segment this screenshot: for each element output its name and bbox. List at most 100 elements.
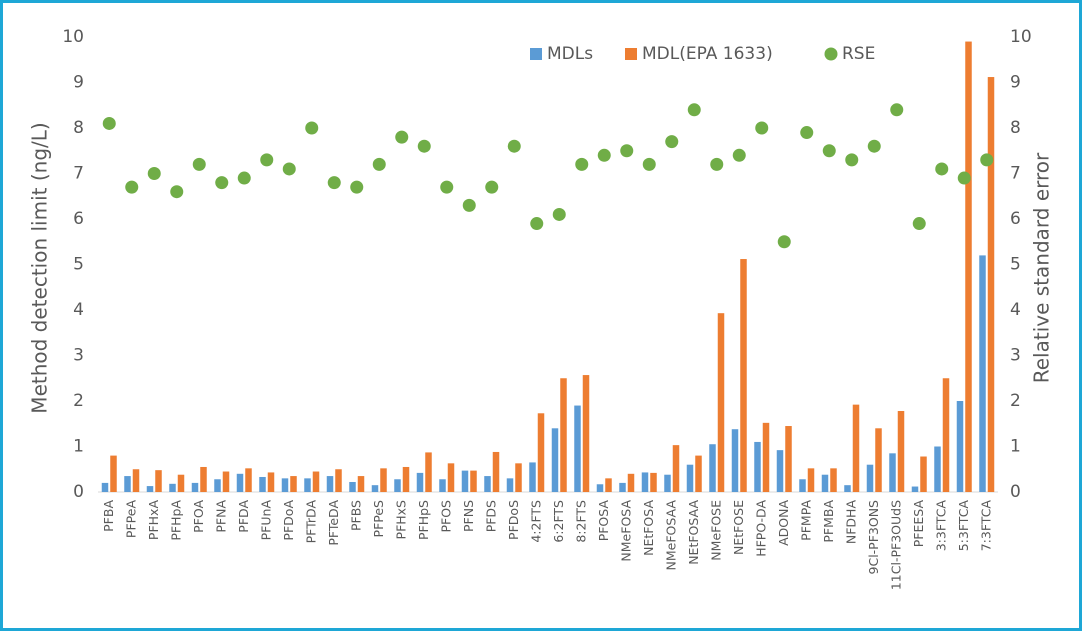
bar	[380, 468, 387, 492]
point	[552, 207, 566, 221]
point	[147, 167, 161, 180]
x-tick-label: NMeFOSAA	[663, 500, 678, 571]
x-tick-label: PFTeDA	[326, 500, 341, 546]
x-tick-label: PFHxS	[393, 500, 408, 540]
y-tick-label: 0	[73, 482, 84, 502]
bar	[987, 77, 995, 492]
bar	[132, 469, 140, 492]
x-tick-label: PFDoA	[281, 500, 296, 541]
bar	[731, 429, 739, 492]
point	[327, 176, 341, 190]
point	[260, 153, 274, 167]
bar	[281, 478, 289, 492]
point	[710, 157, 724, 171]
bar	[335, 469, 342, 492]
bar	[686, 464, 694, 492]
y2-tick-label: 9	[1010, 73, 1021, 93]
chart: Method detection limit (ng/L) Relative s…	[28, 27, 1054, 590]
x-tick-label: PFEESA	[911, 500, 926, 548]
point	[665, 135, 679, 149]
point	[800, 126, 814, 140]
bar	[461, 470, 469, 492]
bar	[920, 456, 927, 492]
bar	[619, 482, 626, 492]
point	[845, 153, 859, 167]
bar	[177, 474, 185, 492]
x-tick-label: NEtFOSA	[641, 500, 656, 556]
y2-tick-label: 2	[1010, 391, 1021, 411]
bar	[439, 479, 446, 492]
point	[777, 235, 791, 249]
point	[350, 180, 364, 194]
point	[417, 139, 431, 153]
x-tick-label: 7:3FTCA	[978, 500, 993, 552]
bar	[889, 453, 896, 492]
point	[170, 185, 184, 199]
bar	[169, 483, 176, 492]
point	[372, 157, 386, 171]
y-tick-label: 1	[73, 437, 84, 457]
bar	[259, 476, 266, 492]
y2-tick-label: 8	[1010, 118, 1021, 138]
y2-tick-label: 3	[1010, 346, 1021, 366]
y-tick-label: 7	[73, 164, 84, 184]
x-tick-label: PFUnA	[258, 500, 273, 541]
bar	[709, 444, 716, 492]
bar	[740, 259, 747, 492]
x-tick-label: HFPO-DA	[753, 500, 768, 557]
point	[980, 153, 994, 167]
x-tick-label: PFHxA	[146, 500, 161, 541]
point	[282, 162, 296, 176]
x-tick-label: PFDA	[236, 500, 251, 533]
point	[867, 139, 881, 153]
point	[620, 144, 634, 158]
x-tick-label: 8:2FTS	[573, 500, 588, 543]
y-tick-label: 3	[73, 346, 84, 366]
x-tick-label: PFBA	[101, 500, 116, 532]
y-tick-label: 8	[73, 118, 84, 138]
bar	[799, 479, 806, 492]
bar	[537, 413, 545, 492]
point	[912, 217, 926, 231]
x-tick-label: PFDoS	[506, 500, 521, 540]
point	[440, 180, 454, 194]
x-tick-label: NFDHA	[843, 500, 858, 545]
bar	[911, 486, 919, 492]
point	[125, 180, 139, 194]
bar	[574, 405, 581, 492]
bar	[821, 474, 829, 492]
point	[755, 121, 769, 135]
x-tick-label: PFTrDA	[303, 500, 318, 544]
x-tick-label: PFMPA	[798, 500, 813, 541]
x-tick-label: 4:2FTS	[528, 500, 543, 543]
y-tick-label: 9	[73, 73, 84, 93]
bar	[762, 422, 770, 492]
bar	[664, 474, 671, 492]
legend-swatch	[625, 48, 637, 60]
x-tick-label: PFHpS	[416, 500, 431, 540]
point	[575, 157, 589, 171]
y2-tick-label: 5	[1010, 255, 1021, 275]
bar	[222, 471, 230, 492]
x-tick-label: 3:3FTCA	[933, 500, 948, 552]
y2-tick-label: 6	[1010, 209, 1021, 229]
bar	[304, 478, 311, 492]
x-tick-label: 11Cl-PF3OUdS	[888, 500, 903, 590]
bar	[506, 478, 514, 492]
bar	[470, 470, 477, 492]
x-tick-label: 5:3FTCA	[956, 500, 971, 552]
bar	[357, 476, 365, 492]
bar	[124, 476, 131, 492]
bar	[596, 484, 604, 492]
y2-tick-label: 7	[1010, 164, 1021, 184]
bar	[875, 428, 882, 492]
bar	[641, 472, 649, 492]
bar	[416, 472, 424, 492]
bar	[695, 455, 702, 492]
y2-tick-label: 4	[1010, 300, 1021, 320]
bar	[200, 466, 207, 492]
x-tick-label: 9Cl-PF3ONS	[866, 500, 881, 575]
bar	[267, 472, 275, 492]
bar	[866, 464, 874, 492]
